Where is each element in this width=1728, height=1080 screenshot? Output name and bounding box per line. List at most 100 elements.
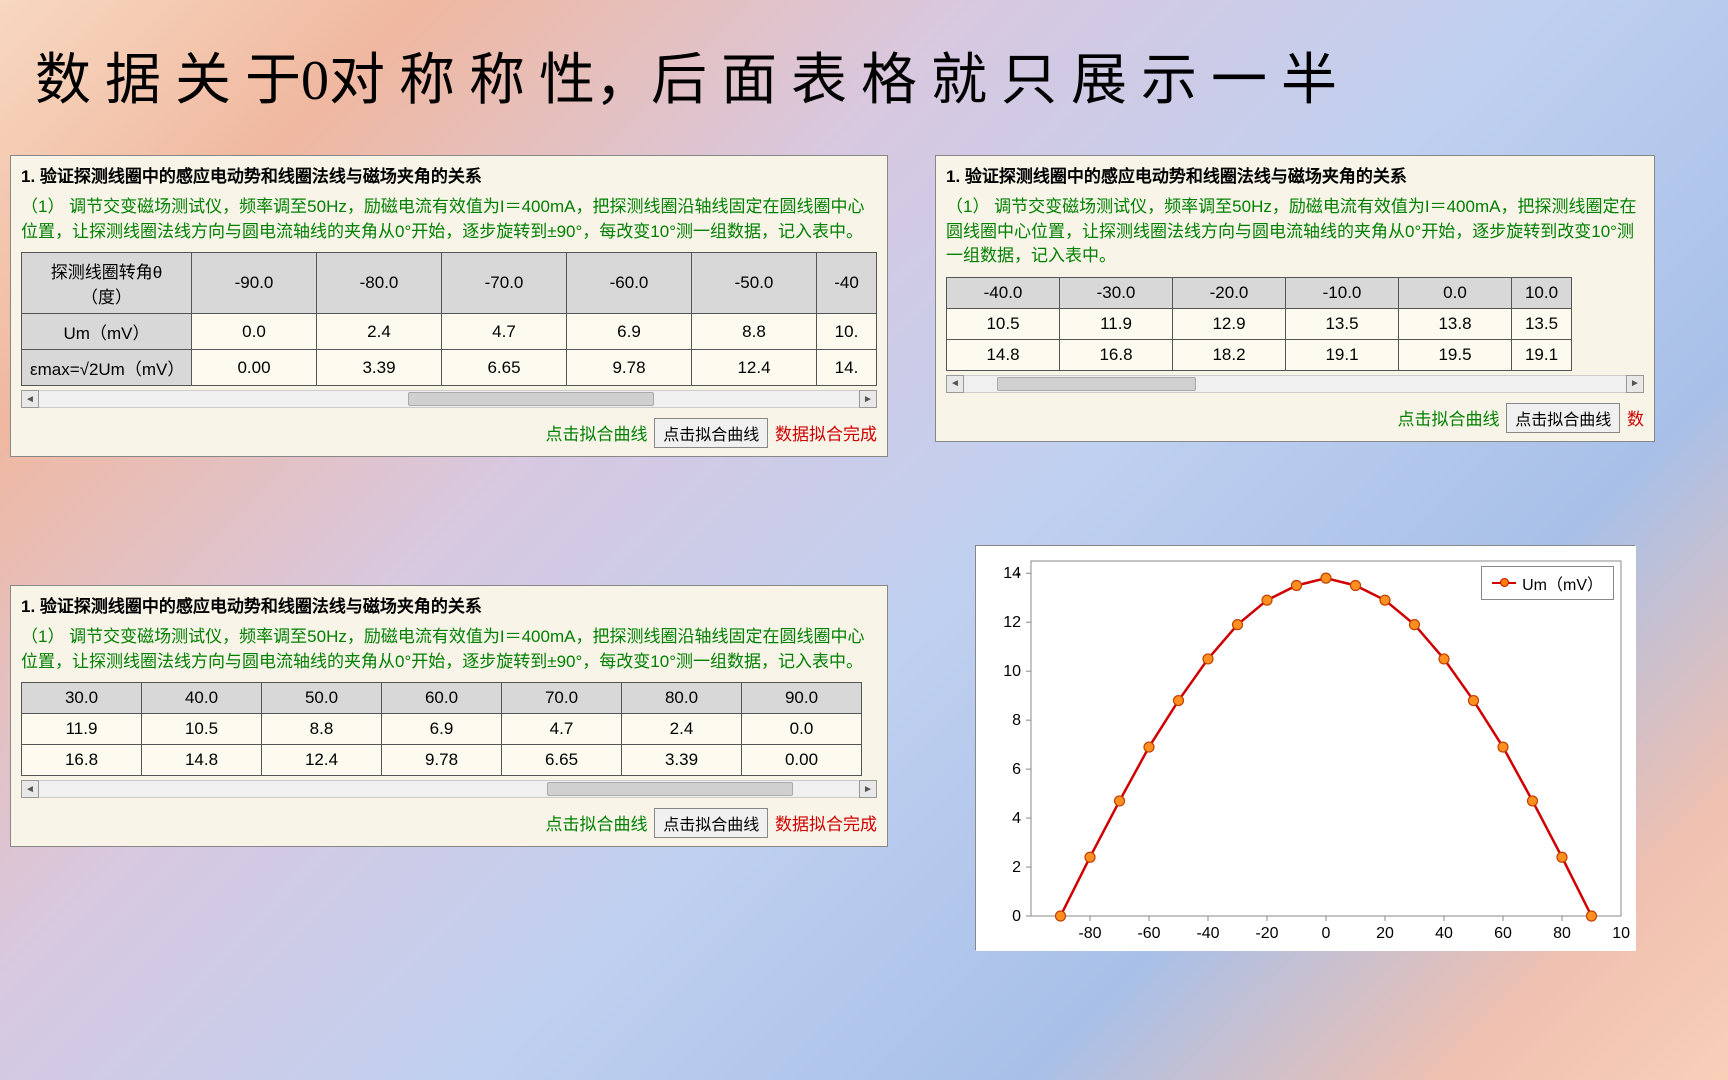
emax-cell: 9.78	[567, 350, 692, 386]
theta-cell: -50.0	[692, 253, 817, 314]
emax-cell: 18.2	[1173, 339, 1286, 370]
svg-text:60: 60	[1494, 925, 1512, 942]
scroll-right-icon[interactable]: ►	[859, 390, 877, 408]
chart-legend: Um（mV）	[1481, 566, 1614, 600]
svg-text:-80: -80	[1078, 925, 1101, 942]
theta-cell: -60.0	[567, 253, 692, 314]
fit-status: 数据拟合完成	[775, 425, 877, 444]
emax-cell: 12.4	[692, 350, 817, 386]
um-curve-chart: 02468101214--80-60-40-2002040608010	[976, 546, 1636, 951]
svg-text:6: 6	[1012, 761, 1021, 778]
scrollbar-1[interactable]: ◄ ►	[21, 390, 877, 408]
fit-label: 点击拟合曲线	[546, 425, 648, 444]
svg-text:-60: -60	[1137, 925, 1160, 942]
page-title: 数 据 关 于0对 称 称 性，后 面 表 格 就 只 展 示 一 半	[35, 35, 1337, 116]
chart-panel: 02468101214--80-60-40-2002040608010 Um（m…	[975, 545, 1635, 950]
emax-cell: 3.39	[622, 745, 742, 776]
svg-text:4: 4	[1012, 810, 1021, 827]
row-label-emax: εmax=√2Um（mV）	[22, 350, 192, 386]
um-cell: 10.	[817, 314, 877, 350]
um-cell: 4.7	[442, 314, 567, 350]
um-cell: 8.8	[692, 314, 817, 350]
fit-label: 点击拟合曲线	[546, 815, 648, 834]
theta-cell: 0.0	[1399, 277, 1512, 308]
panel-table-1: 1. 验证探测线圈中的感应电动势和线圈法线与磁场夹角的关系 （1） 调节交变磁场…	[10, 155, 888, 457]
theta-cell: -80.0	[317, 253, 442, 314]
theta-cell: 30.0	[22, 683, 142, 714]
svg-text:20: 20	[1376, 925, 1394, 942]
emax-cell: 6.65	[502, 745, 622, 776]
scroll-track[interactable]	[39, 780, 859, 798]
um-cell: 6.9	[382, 714, 502, 745]
um-cell: 13.5	[1512, 308, 1572, 339]
theta-cell: -40.0	[947, 277, 1060, 308]
svg-text:40: 40	[1435, 925, 1453, 942]
panel-table-2: 1. 验证探测线圈中的感应电动势和线圈法线与磁场夹角的关系 （1） 调节交变磁场…	[935, 155, 1655, 442]
um-cell: 13.8	[1399, 308, 1512, 339]
um-cell: 2.4	[622, 714, 742, 745]
fit-button[interactable]: 点击拟合曲线	[1506, 403, 1620, 433]
svg-text:10: 10	[1003, 663, 1021, 680]
um-cell: 0.0	[742, 714, 862, 745]
emax-cell: 19.1	[1512, 339, 1572, 370]
um-cell: 12.9	[1173, 308, 1286, 339]
um-cell: 2.4	[317, 314, 442, 350]
theta-cell: 40.0	[142, 683, 262, 714]
scroll-right-icon[interactable]: ►	[859, 780, 877, 798]
svg-text:0: 0	[1322, 925, 1331, 942]
um-cell: 10.5	[947, 308, 1060, 339]
emax-cell: 14.	[817, 350, 877, 386]
theta-cell: -30.0	[1060, 277, 1173, 308]
um-cell: 0.0	[192, 314, 317, 350]
panel1-actions: 点击拟合曲线 点击拟合曲线 数据拟合完成	[11, 412, 887, 456]
scroll-left-icon[interactable]: ◄	[946, 375, 964, 393]
emax-cell: 16.8	[22, 745, 142, 776]
theta-cell: 80.0	[622, 683, 742, 714]
emax-cell: 14.8	[142, 745, 262, 776]
legend-line-icon	[1492, 582, 1516, 584]
emax-cell: 19.1	[1286, 339, 1399, 370]
fit-label: 点击拟合曲线	[1398, 410, 1500, 429]
emax-cell: 0.00	[192, 350, 317, 386]
scrollbar-2[interactable]: ◄ ►	[946, 375, 1644, 393]
fit-button[interactable]: 点击拟合曲线	[654, 418, 768, 448]
theta-cell: 70.0	[502, 683, 622, 714]
theta-cell: 60.0	[382, 683, 502, 714]
panel1-desc: （1） 调节交变磁场测试仪，频率调至50Hz，励磁电流有效值为I＝400mA，把…	[11, 191, 887, 252]
row-label-theta: 探测线圈转角θ（度）	[22, 253, 192, 314]
theta-cell: -20.0	[1173, 277, 1286, 308]
emax-cell: 3.39	[317, 350, 442, 386]
um-cell: 11.9	[1060, 308, 1173, 339]
emax-cell: 16.8	[1060, 339, 1173, 370]
emax-cell: 9.78	[382, 745, 502, 776]
scroll-left-icon[interactable]: ◄	[21, 780, 39, 798]
theta-cell: 10.0	[1512, 277, 1572, 308]
svg-text:10: 10	[1612, 925, 1630, 942]
scroll-track[interactable]	[39, 390, 859, 408]
um-cell: 10.5	[142, 714, 262, 745]
panel3-actions: 点击拟合曲线 点击拟合曲线 数据拟合完成	[11, 802, 887, 846]
row-label-um: Um（mV）	[22, 314, 192, 350]
panel2-heading: 1. 验证探测线圈中的感应电动势和线圈法线与磁场夹角的关系	[936, 156, 1654, 191]
scrollbar-3[interactable]: ◄ ►	[21, 780, 877, 798]
svg-text:12: 12	[1003, 614, 1021, 631]
svg-text:-20: -20	[1255, 925, 1278, 942]
panel2-actions: 点击拟合曲线 点击拟合曲线 数	[936, 397, 1654, 441]
panel-table-3: 1. 验证探测线圈中的感应电动势和线圈法线与磁场夹角的关系 （1） 调节交变磁场…	[10, 585, 888, 847]
um-cell: 8.8	[262, 714, 382, 745]
emax-cell: 12.4	[262, 745, 382, 776]
um-cell: 11.9	[22, 714, 142, 745]
svg-text:0: 0	[1012, 908, 1021, 925]
svg-text:80: 80	[1553, 925, 1571, 942]
legend-label: Um（mV）	[1522, 571, 1603, 595]
fit-button[interactable]: 点击拟合曲线	[654, 808, 768, 838]
scroll-track[interactable]	[964, 375, 1626, 393]
scroll-left-icon[interactable]: ◄	[21, 390, 39, 408]
svg-text:-40: -40	[1196, 925, 1219, 942]
theta-cell: 90.0	[742, 683, 862, 714]
panel1-heading: 1. 验证探测线圈中的感应电动势和线圈法线与磁场夹角的关系	[11, 156, 887, 191]
scroll-right-icon[interactable]: ►	[1626, 375, 1644, 393]
emax-cell: 19.5	[1399, 339, 1512, 370]
um-cell: 4.7	[502, 714, 622, 745]
panel3-desc: （1） 调节交变磁场测试仪，频率调至50Hz，励磁电流有效值为I＝400mA，把…	[11, 621, 887, 682]
